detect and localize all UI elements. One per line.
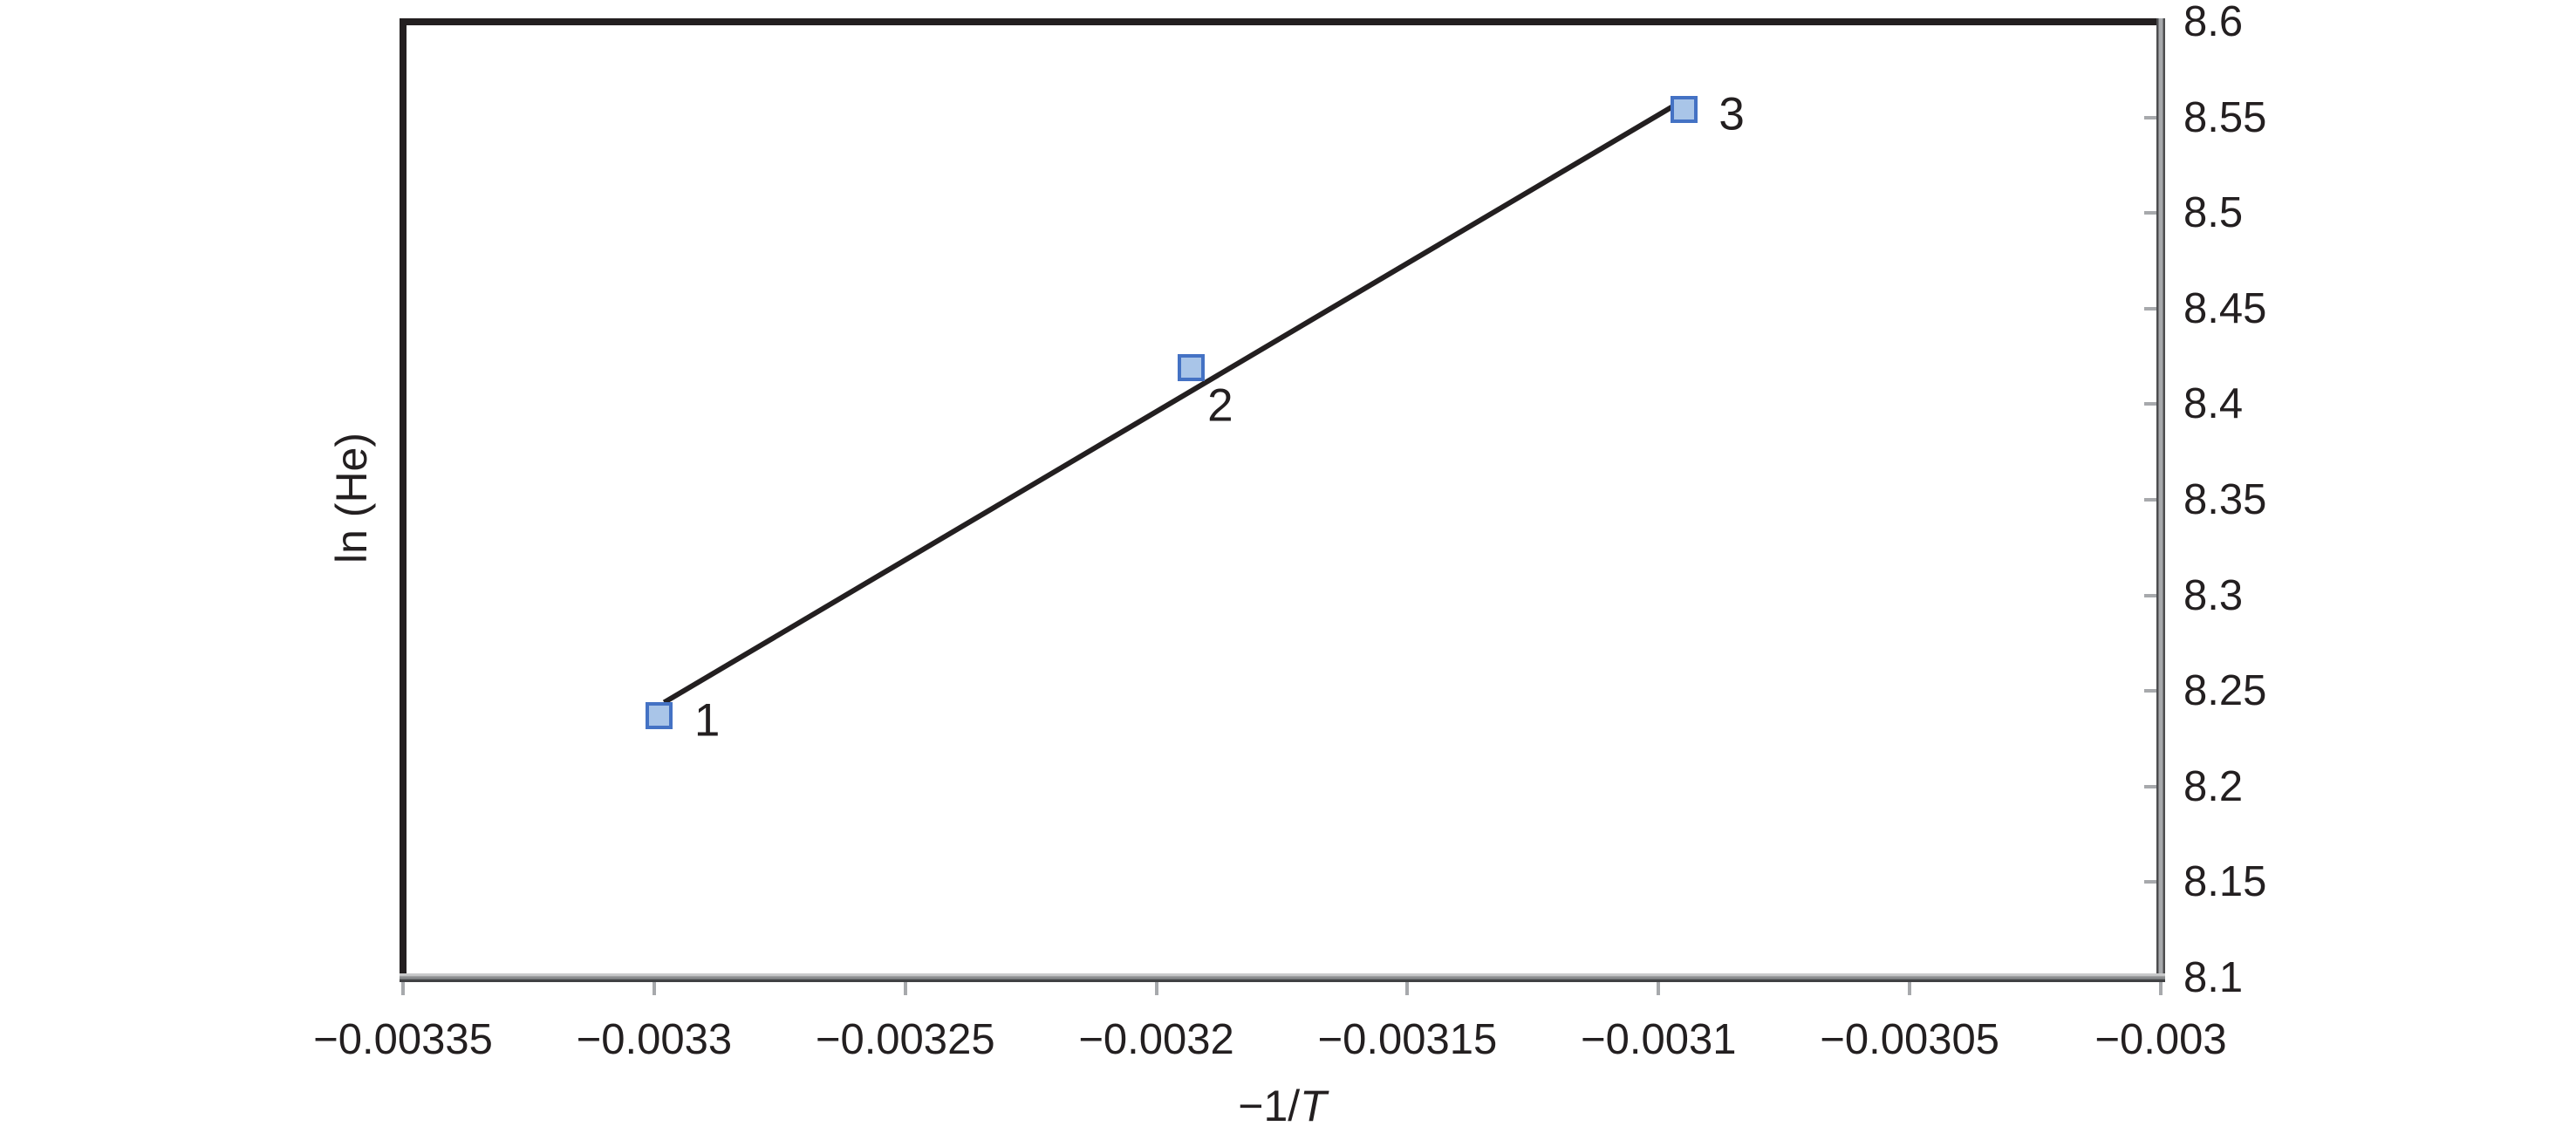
x-tick bbox=[401, 982, 405, 995]
x-tick-label: −0.0031 bbox=[1581, 1016, 1737, 1063]
y-tick-label: 8.2 bbox=[2183, 762, 2244, 810]
y-tick bbox=[2144, 593, 2156, 597]
x-tick bbox=[1908, 982, 1912, 995]
y-tick bbox=[2144, 689, 2156, 693]
data-point-label: 2 bbox=[1207, 379, 1233, 432]
x-tick bbox=[652, 982, 656, 995]
data-point-label: 1 bbox=[694, 694, 721, 747]
y-tick-label: 8.25 bbox=[2183, 667, 2267, 715]
y-tick bbox=[2144, 784, 2156, 788]
y-axis-title: ln (He) bbox=[327, 432, 376, 564]
x-tick-label: −0.0032 bbox=[1078, 1016, 1234, 1063]
x-axis-title: −1/T bbox=[1238, 1081, 1326, 1131]
x-tick-label: −0.00325 bbox=[815, 1016, 995, 1063]
y-tick bbox=[2144, 498, 2156, 502]
y-tick bbox=[2144, 115, 2156, 119]
y-tick-label: 8.5 bbox=[2183, 189, 2244, 237]
plot-frame-top bbox=[400, 18, 2165, 25]
data-point-label: 3 bbox=[1718, 88, 1745, 140]
x-axis-title-prefix: −1/ bbox=[1238, 1082, 1301, 1130]
y-tick-label: 8.6 bbox=[2183, 0, 2244, 45]
y-tick-label: 8.1 bbox=[2183, 954, 2244, 1001]
x-tick bbox=[1657, 982, 1661, 995]
y-tick-label: 8.55 bbox=[2183, 93, 2267, 141]
y-tick-label: 8.45 bbox=[2183, 284, 2267, 332]
x-tick-label: −0.00305 bbox=[1820, 1016, 2000, 1063]
x-tick bbox=[1405, 982, 1410, 995]
x-tick-label: −0.00335 bbox=[313, 1016, 493, 1063]
y-tick bbox=[2144, 306, 2156, 311]
x-tick-label: −0.003 bbox=[2094, 1016, 2227, 1063]
plot-frame-left bbox=[400, 18, 407, 974]
x-tick-label: −0.00315 bbox=[1317, 1016, 1498, 1063]
y-tick bbox=[2144, 880, 2156, 884]
data-point-marker bbox=[1178, 354, 1206, 382]
y-tick bbox=[2144, 402, 2156, 406]
data-point-marker bbox=[646, 702, 673, 730]
x-tick bbox=[903, 982, 907, 995]
x-tick bbox=[2159, 982, 2163, 995]
y-tick-label: 8.3 bbox=[2183, 571, 2244, 619]
trend-line bbox=[662, 103, 1676, 705]
y-tick-label: 8.4 bbox=[2183, 380, 2244, 428]
y-tick-label: 8.35 bbox=[2183, 476, 2267, 523]
y-tick-label: 8.15 bbox=[2183, 858, 2267, 906]
x-tick-label: −0.0033 bbox=[576, 1016, 733, 1063]
x-axis-title-variable: T bbox=[1300, 1082, 1327, 1130]
y-tick bbox=[2144, 211, 2156, 215]
x-axis-line bbox=[400, 973, 2165, 982]
y-axis-line bbox=[2156, 18, 2165, 982]
x-tick bbox=[1154, 982, 1158, 995]
data-point-marker bbox=[1670, 96, 1698, 124]
